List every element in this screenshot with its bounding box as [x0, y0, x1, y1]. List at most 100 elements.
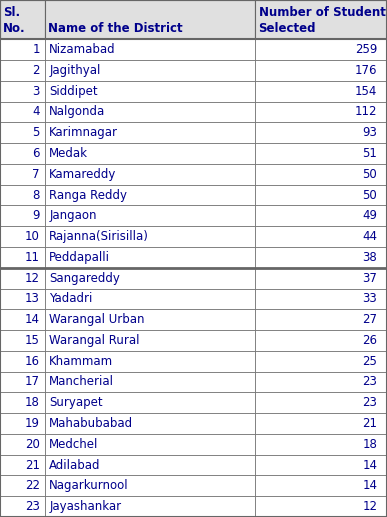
Bar — [45, 164, 255, 185]
Bar — [255, 226, 387, 247]
Bar — [45, 288, 255, 309]
Text: 12: 12 — [362, 500, 377, 513]
Text: Sangareddy: Sangareddy — [49, 271, 120, 285]
Bar — [0, 268, 45, 288]
Text: Number of Students: Number of Students — [259, 7, 387, 20]
Bar — [0, 476, 45, 496]
Bar — [255, 81, 387, 102]
Text: 4: 4 — [33, 105, 40, 118]
Text: 44: 44 — [362, 230, 377, 243]
Text: 11: 11 — [25, 251, 40, 264]
Bar — [45, 185, 255, 205]
Text: 12: 12 — [25, 271, 40, 285]
Text: Peddapalli: Peddapalli — [49, 251, 110, 264]
Bar — [255, 372, 387, 392]
Text: Kamareddy: Kamareddy — [49, 168, 116, 181]
Text: Suryapet: Suryapet — [49, 396, 103, 409]
Text: Mahabubabad: Mahabubabad — [49, 417, 133, 430]
Text: 38: 38 — [363, 251, 377, 264]
Bar — [0, 351, 45, 372]
Text: 14: 14 — [25, 313, 40, 326]
Bar — [255, 247, 387, 268]
Text: 15: 15 — [25, 334, 40, 347]
Bar — [45, 454, 255, 476]
Text: 18: 18 — [363, 438, 377, 451]
Text: Nalgonda: Nalgonda — [49, 105, 105, 118]
Bar — [255, 309, 387, 330]
Bar — [45, 476, 255, 496]
Text: 9: 9 — [33, 209, 40, 222]
Bar — [255, 102, 387, 123]
Text: 33: 33 — [363, 293, 377, 306]
Bar — [0, 123, 45, 143]
Bar — [45, 309, 255, 330]
Text: Selected: Selected — [259, 22, 316, 35]
Text: Name of the District: Name of the District — [48, 22, 182, 35]
Bar — [255, 185, 387, 205]
Text: 154: 154 — [355, 85, 377, 98]
Text: 19: 19 — [25, 417, 40, 430]
Text: 14: 14 — [362, 459, 377, 472]
Bar — [0, 143, 45, 164]
Bar — [255, 434, 387, 454]
Bar — [0, 496, 45, 517]
Bar — [255, 288, 387, 309]
Text: 51: 51 — [363, 147, 377, 160]
Bar — [0, 330, 45, 351]
Text: 23: 23 — [25, 500, 40, 513]
Text: 25: 25 — [363, 355, 377, 368]
Text: Warangal Urban: Warangal Urban — [49, 313, 145, 326]
Bar — [0, 309, 45, 330]
Bar — [45, 102, 255, 123]
Bar — [45, 60, 255, 81]
Text: 23: 23 — [363, 375, 377, 388]
Bar — [255, 39, 387, 60]
Bar — [0, 0, 45, 39]
Bar — [0, 392, 45, 413]
Bar — [0, 226, 45, 247]
Bar — [45, 413, 255, 434]
Bar — [0, 247, 45, 268]
Bar — [45, 392, 255, 413]
Text: 3: 3 — [33, 85, 40, 98]
Bar — [255, 268, 387, 288]
Bar — [0, 288, 45, 309]
Text: 259: 259 — [355, 43, 377, 56]
Bar — [45, 0, 255, 39]
Bar — [45, 123, 255, 143]
Text: No.: No. — [3, 22, 26, 35]
Bar — [255, 454, 387, 476]
Text: 50: 50 — [363, 189, 377, 202]
Bar — [255, 330, 387, 351]
Bar — [45, 247, 255, 268]
Bar — [0, 164, 45, 185]
Text: Medchel: Medchel — [49, 438, 99, 451]
Bar — [45, 372, 255, 392]
Text: 27: 27 — [362, 313, 377, 326]
Bar — [45, 81, 255, 102]
Text: Rajanna(Sirisilla): Rajanna(Sirisilla) — [49, 230, 149, 243]
Bar — [255, 0, 387, 39]
Text: Adilabad: Adilabad — [49, 459, 101, 472]
Bar — [45, 226, 255, 247]
Text: 7: 7 — [33, 168, 40, 181]
Text: 112: 112 — [355, 105, 377, 118]
Bar — [255, 413, 387, 434]
Bar — [255, 143, 387, 164]
Text: 176: 176 — [355, 64, 377, 77]
Text: 13: 13 — [25, 293, 40, 306]
Bar — [45, 496, 255, 517]
Text: 18: 18 — [25, 396, 40, 409]
Bar — [255, 123, 387, 143]
Text: 49: 49 — [362, 209, 377, 222]
Text: 2: 2 — [33, 64, 40, 77]
Text: 22: 22 — [25, 479, 40, 492]
Bar — [255, 60, 387, 81]
Text: Mancherial: Mancherial — [49, 375, 114, 388]
Text: 23: 23 — [363, 396, 377, 409]
Text: 37: 37 — [363, 271, 377, 285]
Text: Warangal Rural: Warangal Rural — [49, 334, 140, 347]
Text: Nizamabad: Nizamabad — [49, 43, 116, 56]
Bar — [0, 102, 45, 123]
Text: 21: 21 — [25, 459, 40, 472]
